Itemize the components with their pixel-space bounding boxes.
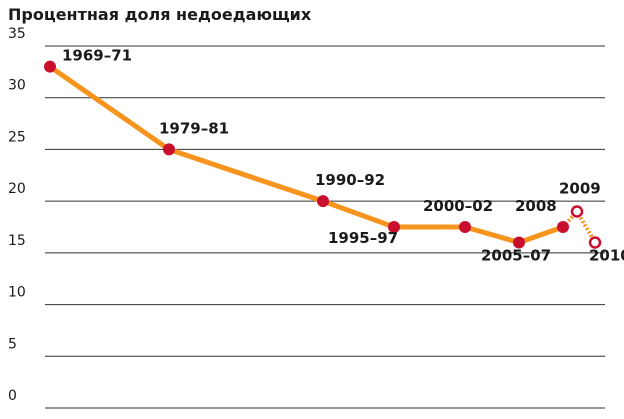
point-label: 2005–07: [481, 247, 551, 265]
marker: [317, 195, 329, 208]
point-label: 1969–71: [62, 47, 132, 65]
y-tick-label: 30: [8, 78, 26, 94]
point-label: 1995–97: [328, 229, 398, 247]
point-label: 2010: [589, 247, 624, 265]
y-tick-label: 20: [8, 181, 26, 197]
y-tick-label: 10: [8, 285, 26, 301]
marker: [44, 60, 56, 73]
point-label: 1990–92: [315, 171, 385, 189]
line: [48, 64, 564, 246]
marker: [513, 236, 525, 249]
y-tick-label: 15: [8, 233, 26, 249]
marker: [388, 221, 400, 233]
point-label: 1979–81: [159, 119, 229, 137]
point-label: 2000–02: [423, 197, 493, 215]
y-tick-label: 25: [8, 129, 26, 145]
point-label: 2009: [559, 179, 601, 197]
marker: [570, 205, 584, 218]
y-tick-label: 35: [8, 26, 26, 42]
marker: [557, 221, 569, 233]
y-tick-label: 5: [8, 336, 17, 352]
marker: [588, 236, 602, 249]
y-tick-label: 0: [8, 388, 17, 404]
marker: [459, 221, 471, 233]
marker: [163, 143, 175, 156]
point-label: 2008: [515, 197, 557, 215]
chart-title: Процентная доля недоедающих: [8, 5, 312, 24]
